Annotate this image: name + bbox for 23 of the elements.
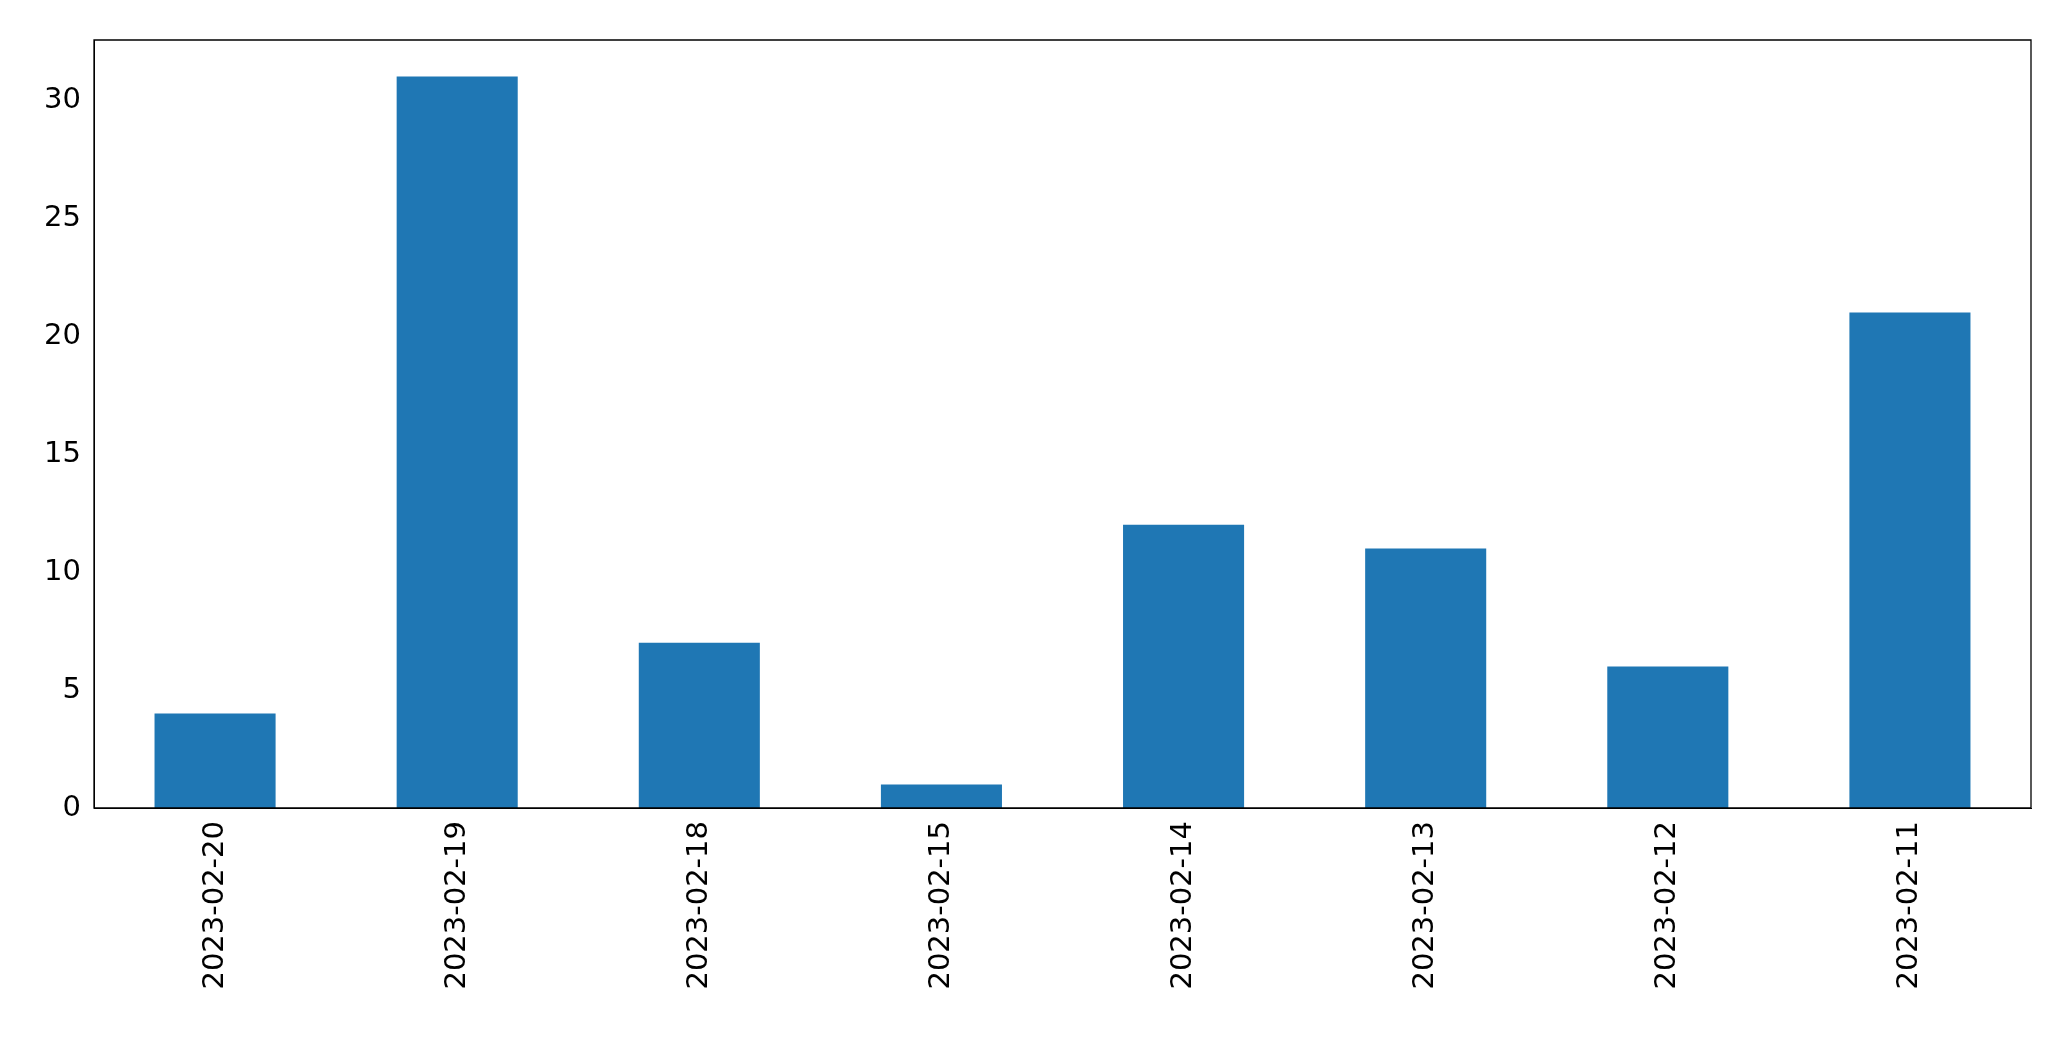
y-tick-label: 25: [44, 198, 81, 233]
bar: [154, 713, 276, 808]
bar: [638, 642, 760, 808]
bar: [1849, 312, 1971, 808]
y-tick-label: 20: [44, 316, 81, 351]
x-tick-label: 2023-02-15: [921, 821, 956, 990]
x-tick-label: 2023-02-12: [1648, 821, 1683, 990]
x-tick-label: 2023-02-18: [679, 821, 714, 990]
y-tick-label: 30: [44, 80, 81, 115]
y-tick-label: 15: [44, 434, 81, 469]
x-tick-label: 2023-02-14: [1164, 821, 1199, 990]
bar: [880, 784, 1002, 808]
y-tick-label: 5: [62, 670, 81, 705]
x-tick-label: 2023-02-11: [1890, 821, 1925, 990]
bar: [1123, 524, 1245, 808]
bar: [1365, 548, 1487, 808]
y-tick-label: 0: [62, 788, 81, 823]
bar: [1607, 666, 1729, 808]
y-tick-label: 10: [44, 552, 81, 587]
x-tick-label: 2023-02-19: [437, 821, 472, 990]
x-tick-label: 2023-02-13: [1406, 821, 1441, 990]
bar: [396, 76, 518, 808]
x-tick-label: 2023-02-20: [195, 821, 230, 990]
